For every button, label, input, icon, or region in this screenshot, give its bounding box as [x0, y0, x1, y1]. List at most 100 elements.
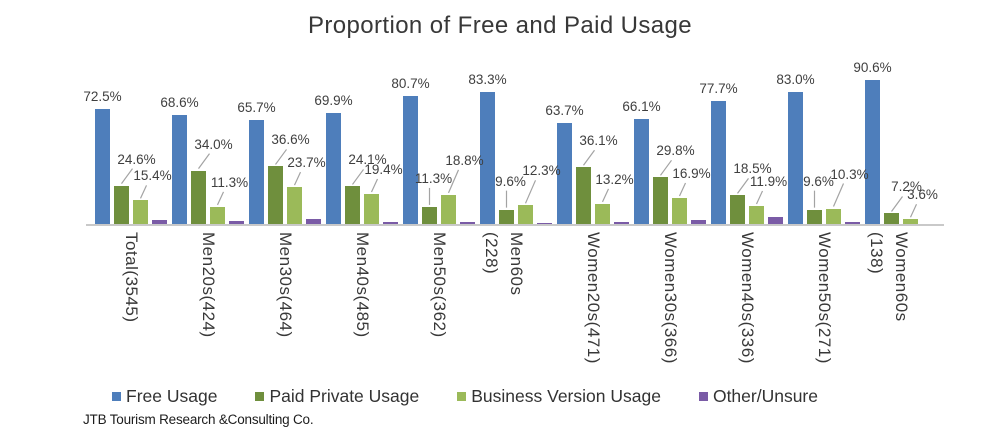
legend-label-other-unsure: Other/Unsure: [712, 386, 818, 406]
leader-line: [198, 153, 210, 169]
leader-line: [447, 169, 460, 194]
bar-free-usage-7: [634, 119, 649, 225]
legend-label-free-usage: Free Usage: [126, 386, 218, 406]
bar-other-unsure-3: [383, 221, 398, 225]
bar-business-version-usage-0: [133, 200, 148, 225]
leader-line: [755, 190, 764, 205]
bar-business-version-usage-5: [518, 205, 533, 225]
bar-free-usage-10: [865, 80, 880, 225]
value-label: 18.5%: [733, 161, 772, 177]
value-label: 12.3%: [522, 163, 561, 179]
value-label: 9.6%: [803, 173, 834, 189]
bar-paid-private-usage-3: [345, 186, 360, 225]
value-label: 66.1%: [622, 99, 661, 115]
legend: Free Usage Paid Private Usage Business V…: [112, 386, 818, 407]
value-label: 10.3%: [830, 166, 869, 182]
category-label-2: Men30s(464): [275, 232, 295, 338]
legend-item-paid-private-usage: Paid Private Usage: [255, 386, 419, 407]
legend-swatch-free-usage: [112, 392, 121, 401]
value-label: 11.9%: [749, 173, 788, 189]
bar-other-unsure-1: [229, 221, 244, 225]
value-label: 63.7%: [545, 103, 584, 119]
bar-free-usage-9: [788, 92, 803, 225]
value-label: 90.6%: [853, 60, 892, 76]
value-label: 80.7%: [391, 75, 430, 91]
bar-free-usage-8: [711, 100, 726, 225]
legend-swatch-business-version-usage: [457, 392, 467, 401]
bar-business-version-usage-3: [364, 193, 379, 225]
value-label: 36.1%: [579, 133, 618, 149]
leader-line: [891, 196, 903, 212]
leader-line: [216, 191, 225, 206]
bar-business-version-usage-7: [672, 197, 687, 225]
bar-free-usage-1: [172, 115, 187, 225]
leader-line: [352, 169, 364, 185]
value-label: 9.6%: [495, 173, 526, 189]
value-label: 72.5%: [83, 89, 122, 104]
category-label-7: Women30s(366): [660, 232, 680, 364]
leader-line: [370, 178, 379, 193]
value-label: 68.6%: [160, 95, 199, 111]
bar-other-unsure-7: [691, 220, 706, 225]
category-label-10: Women60s (138): [866, 232, 911, 322]
value-label: 83.3%: [468, 71, 507, 87]
bar-business-version-usage-2: [287, 187, 302, 225]
value-label: 15.4%: [133, 168, 172, 184]
category-label-3: Men40s(485): [352, 232, 372, 338]
legend-label-paid-private-usage: Paid Private Usage: [269, 386, 420, 406]
category-label-6: Women20s(471): [583, 232, 603, 364]
bar-free-usage-2: [249, 119, 264, 225]
bar-free-usage-0: [95, 109, 110, 225]
bar-free-usage-5: [480, 91, 495, 225]
leader-line: [678, 182, 687, 197]
bar-other-unsure-0: [152, 220, 167, 225]
value-label: 13.2%: [595, 171, 634, 187]
bar-other-unsure-9: [845, 222, 860, 225]
bar-business-version-usage-8: [749, 205, 764, 225]
value-label: 24.6%: [117, 151, 156, 167]
legend-swatch-other-unsure: [698, 392, 708, 401]
legend-item-business-version-usage: Business Version Usage: [457, 386, 661, 407]
bar-other-unsure-6: [614, 221, 629, 225]
value-label: 34.0%: [194, 136, 233, 152]
value-label: 69.9%: [314, 93, 353, 109]
leader-line: [524, 180, 537, 204]
leader-line: [583, 149, 595, 166]
category-label-0: Total(3545): [121, 232, 141, 323]
value-label: 77.7%: [699, 80, 738, 96]
leader-line: [601, 188, 610, 203]
bar-paid-private-usage-5: [499, 209, 514, 225]
category-label-9: Women50s(271): [814, 232, 834, 364]
legend-label-business-version-usage: Business Version Usage: [471, 386, 661, 406]
bar-paid-private-usage-10: [884, 213, 899, 225]
value-label: 36.6%: [271, 132, 310, 148]
source-note: JTB Tourism Research &Consulting Co.: [83, 412, 314, 427]
bar-free-usage-3: [326, 113, 341, 225]
bar-other-unsure-8: [768, 217, 783, 225]
bar-paid-private-usage-9: [807, 209, 822, 225]
value-label: 19.4%: [364, 161, 403, 177]
category-label-1: Men20s(424): [198, 232, 218, 338]
value-label: 3.6%: [907, 187, 938, 203]
legend-item-other-unsure: Other/Unsure: [698, 386, 818, 407]
bar-free-usage-4: [403, 95, 418, 225]
category-label-5: Men60s (228): [481, 232, 526, 296]
leader-line: [909, 203, 918, 218]
value-label: 16.9%: [672, 165, 711, 181]
value-label: 11.3%: [414, 170, 453, 186]
bar-business-version-usage-1: [210, 206, 225, 225]
chart-title: Proportion of Free and Paid Usage: [307, 12, 693, 39]
bar-paid-private-usage-6: [576, 167, 591, 225]
bar-paid-private-usage-2: [268, 166, 283, 225]
bar-business-version-usage-4: [441, 194, 456, 225]
bar-paid-private-usage-8: [730, 195, 745, 225]
legend-item-free-usage: Free Usage: [112, 386, 217, 407]
bar-business-version-usage-9: [826, 208, 841, 225]
value-label: 29.8%: [656, 143, 695, 159]
leader-line: [832, 183, 845, 207]
bar-business-version-usage-6: [595, 203, 610, 225]
bar-free-usage-6: [557, 123, 572, 225]
value-label: 83.0%: [776, 72, 815, 88]
x-axis-line: [86, 224, 944, 226]
